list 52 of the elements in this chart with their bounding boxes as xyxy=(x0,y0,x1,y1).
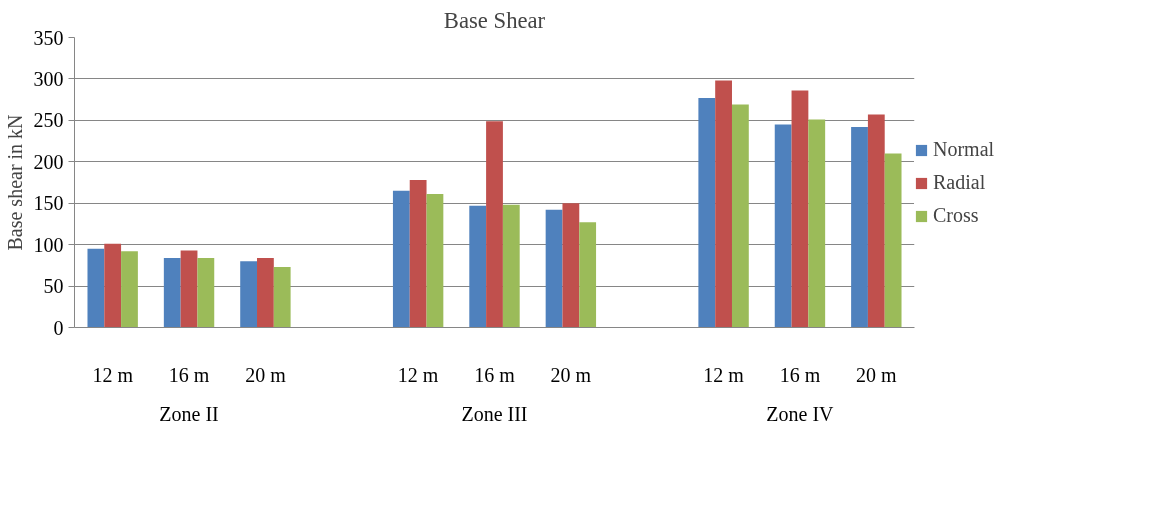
y-tick-label: 150 xyxy=(33,192,64,215)
bar xyxy=(867,114,885,328)
bar xyxy=(545,209,563,328)
text: Zone IV xyxy=(766,402,835,425)
text: Zone II xyxy=(159,402,219,425)
bar xyxy=(698,97,716,328)
y-tick-label: 350 xyxy=(33,26,64,49)
text: Zone III xyxy=(461,402,528,425)
y-tick-label: 200 xyxy=(33,150,64,173)
bar xyxy=(486,121,503,328)
bar xyxy=(257,257,274,328)
bar xyxy=(197,257,215,328)
bar xyxy=(715,80,732,328)
bar xyxy=(273,267,291,328)
bar xyxy=(469,205,487,328)
legend-label: Normal xyxy=(933,138,995,161)
x-tick-label: 12 m xyxy=(703,363,745,386)
x-tick-label: 16 m xyxy=(474,363,516,386)
bar xyxy=(884,153,902,328)
bar xyxy=(791,90,809,328)
bar xyxy=(409,180,427,328)
y-tick-label: 300 xyxy=(33,67,64,90)
y-tick-label: 100 xyxy=(33,233,64,256)
y-tick-label: 50 xyxy=(43,275,64,298)
bar xyxy=(774,124,792,328)
bar xyxy=(426,194,444,328)
x-tick-label: 20 m xyxy=(550,363,592,386)
bar xyxy=(562,203,580,328)
bar xyxy=(851,126,868,328)
x-tick-label: 16 m xyxy=(168,363,210,386)
x-tick-label: 20 m xyxy=(245,363,287,386)
bar xyxy=(579,222,597,328)
bar xyxy=(502,204,520,328)
legend-label: Cross xyxy=(933,204,979,227)
x-tick-label: 16 m xyxy=(779,363,821,386)
bar xyxy=(104,243,122,328)
bar xyxy=(392,190,410,328)
y-tick-label: 0 xyxy=(53,316,64,339)
y-axis-title: Base shear in kN xyxy=(3,114,26,251)
x-tick-label: 12 m xyxy=(92,363,134,386)
y-tick-label: 250 xyxy=(33,109,64,132)
bar xyxy=(163,257,181,328)
x-tick-label: 12 m xyxy=(397,363,439,386)
bar xyxy=(121,251,138,328)
bar xyxy=(240,261,258,328)
legend-label: Radial xyxy=(933,171,986,194)
bar xyxy=(808,119,826,328)
chart-title: Base Shear xyxy=(443,7,546,33)
bar xyxy=(87,248,105,328)
x-tick-label: 20 m xyxy=(856,363,898,386)
bar xyxy=(731,104,749,328)
bar xyxy=(180,250,198,328)
